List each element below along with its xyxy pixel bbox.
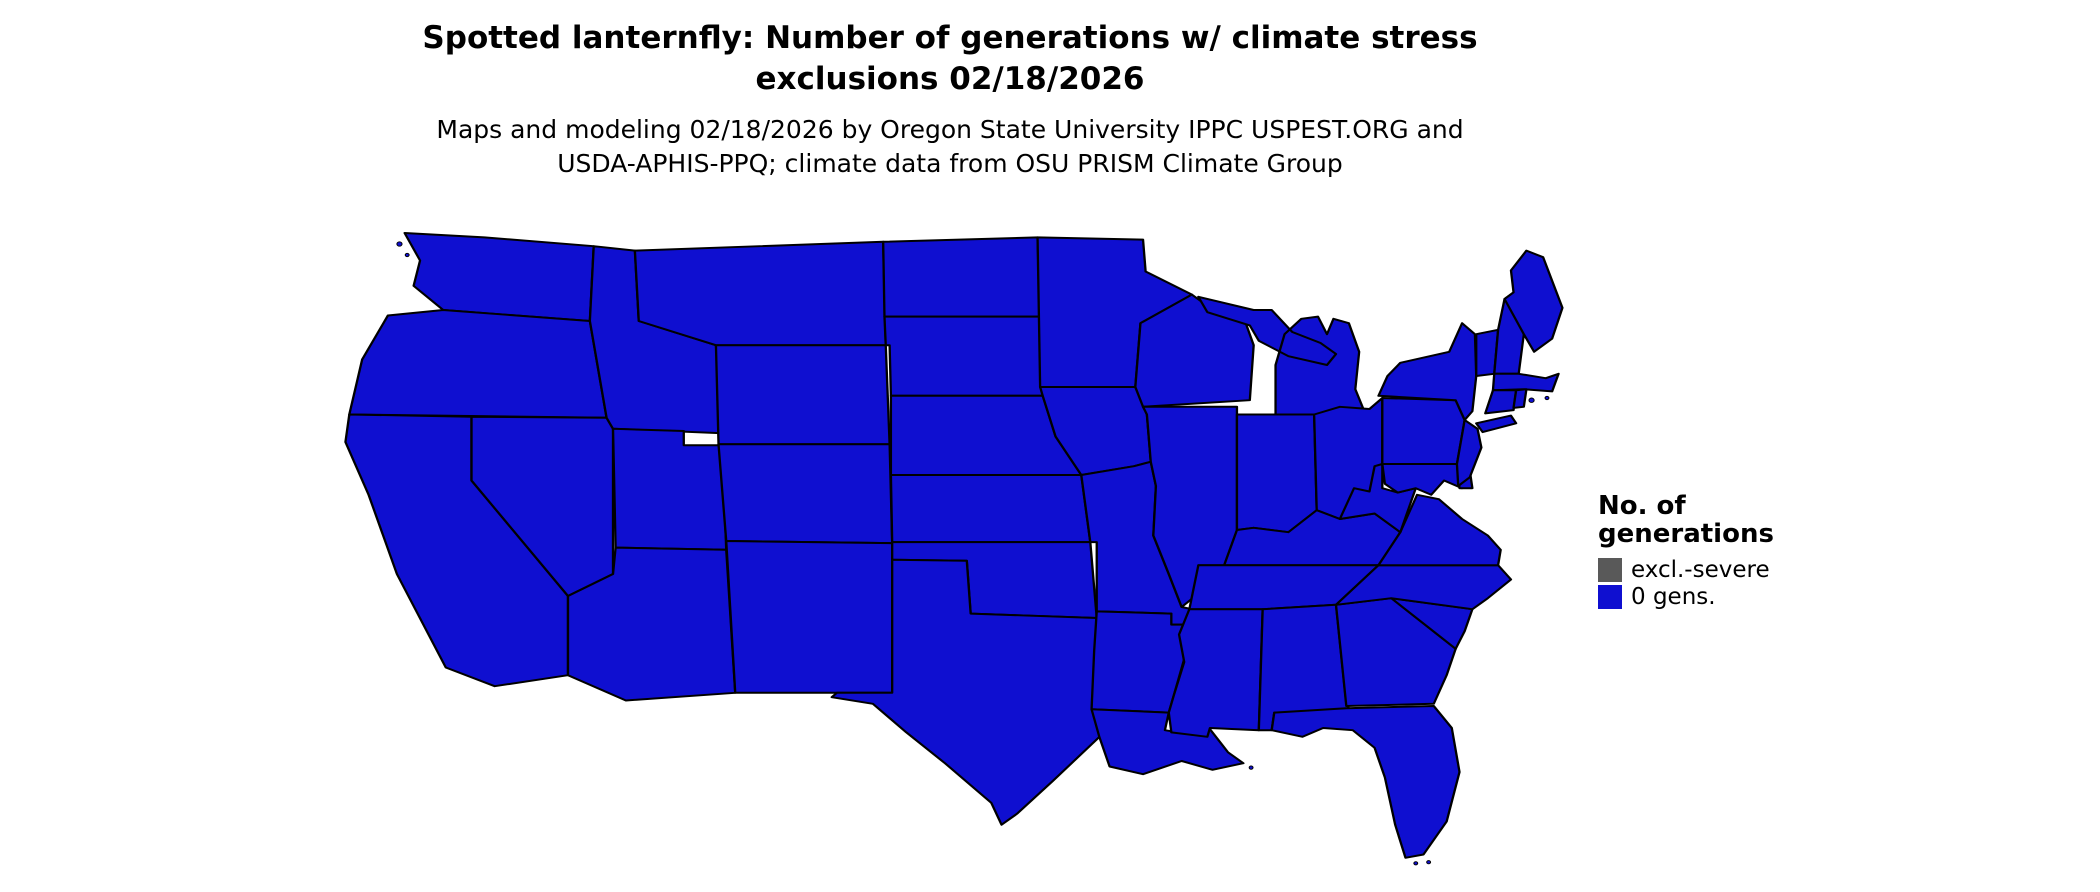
legend-entry-excl-severe: excl.-severe (1598, 556, 1818, 583)
state-west-virginia (1338, 463, 1417, 534)
state-michigan (1197, 295, 1367, 416)
legend-swatch-0-gens (1598, 584, 1622, 609)
island-speck (396, 241, 403, 247)
state-south-dakota (883, 315, 1044, 397)
state-north-carolina (1334, 564, 1513, 611)
state-kansas (889, 474, 1092, 544)
legend-title: No. of generations (1598, 492, 1818, 548)
state-new-jersey (1455, 419, 1483, 487)
state-louisiana (1090, 708, 1245, 776)
us-map (344, 232, 1564, 866)
state-wyoming (714, 344, 891, 446)
island-speck (1528, 397, 1535, 403)
island-speck (1248, 765, 1254, 770)
state-pennsylvania (1381, 397, 1466, 465)
legend-label-0-gens: 0 gens. (1631, 583, 1716, 610)
island-speck (1544, 395, 1550, 401)
state-florida (1270, 705, 1461, 859)
state-indiana (1235, 413, 1318, 534)
legend-entry-0-gens: 0 gens. (1598, 583, 1818, 610)
state-maryland (1381, 463, 1464, 496)
us-map-container (330, 222, 1565, 882)
map-title-line1: Spotted lanternfly: Number of generation… (422, 20, 1478, 56)
state-washington (403, 232, 595, 322)
island-speck (1413, 861, 1419, 866)
state-montana (633, 240, 887, 347)
state-mississippi (1167, 608, 1264, 738)
state-colorado (717, 443, 894, 545)
map-subtitle: Maps and modeling 02/18/2026 by Oregon S… (0, 113, 1900, 181)
state-maine (1503, 249, 1564, 353)
state-wisconsin (1134, 293, 1255, 408)
state-new-york (1377, 322, 1518, 434)
state-rhode-island (1512, 388, 1528, 409)
legend: No. of generations excl.-severe 0 gens. (1598, 492, 1818, 610)
map-title: Spotted lanternfly: Number of generation… (0, 18, 1900, 100)
state-utah (611, 427, 728, 551)
state-connecticut (1484, 389, 1518, 415)
island-speck (1426, 860, 1432, 865)
legend-label-excl-severe: excl.-severe (1631, 556, 1770, 583)
map-subtitle-line2: USDA-APHIS-PPQ; climate data from OSU PR… (557, 149, 1343, 178)
islands-layer (396, 241, 1550, 866)
state-oregon (348, 309, 608, 419)
state-new-mexico (725, 540, 894, 694)
island-speck (404, 252, 410, 258)
map-subtitle-line1: Maps and modeling 02/18/2026 by Oregon S… (436, 115, 1464, 144)
legend-title-line2: generations (1598, 519, 1774, 549)
legend-swatch-excl-severe (1598, 557, 1622, 582)
states-layer (344, 232, 1564, 859)
state-north-dakota (882, 236, 1042, 318)
map-title-line2: exclusions 02/18/2026 (755, 61, 1145, 97)
legend-title-line1: No. of (1598, 491, 1686, 521)
